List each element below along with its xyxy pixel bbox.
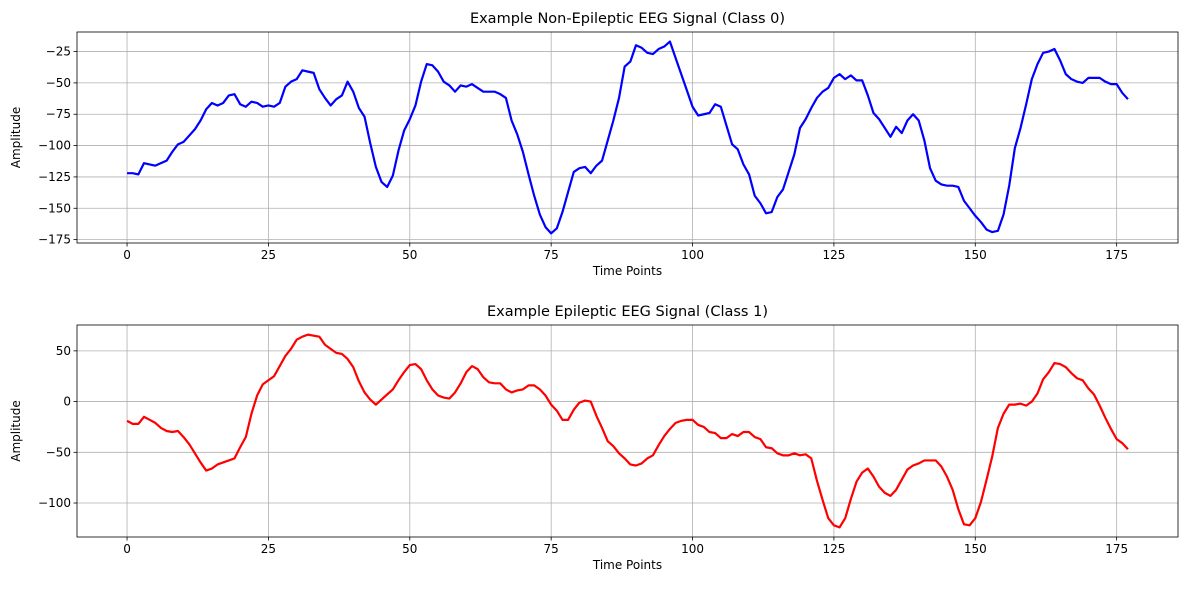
x-axis-label: Time Points xyxy=(592,264,662,278)
y-tick-label: −75 xyxy=(46,107,71,121)
y-axis-label: Amplitude xyxy=(9,400,23,462)
x-tick-label: 50 xyxy=(402,248,417,262)
y-tick-label: −100 xyxy=(38,139,71,153)
y-tick-label: −50 xyxy=(46,76,71,90)
x-tick-label: 75 xyxy=(544,542,559,556)
y-tick-label: −100 xyxy=(38,496,71,510)
x-tick-label: 175 xyxy=(1105,542,1128,556)
data-line xyxy=(126,333,1129,529)
y-tick-label: −150 xyxy=(38,201,71,215)
x-axis-label: Time Points xyxy=(592,558,662,572)
x-tick-label: 75 xyxy=(544,248,559,262)
x-tick-label: 25 xyxy=(261,248,276,262)
axes-frame xyxy=(76,31,1179,244)
x-tick-label: 100 xyxy=(681,542,704,556)
chart-title: Example Non-Epileptic EEG Signal (Class … xyxy=(470,11,785,27)
y-axis-label: Amplitude xyxy=(9,107,23,169)
x-tick-label: 150 xyxy=(964,542,987,556)
x-tick-label: 175 xyxy=(1105,248,1128,262)
y-tick-label: −50 xyxy=(46,445,71,459)
axes-frame xyxy=(76,324,1179,538)
x-tick-label: 150 xyxy=(964,248,987,262)
x-tick-label: 125 xyxy=(822,542,845,556)
y-tick-label: −25 xyxy=(46,45,71,59)
x-tick-label: 100 xyxy=(681,248,704,262)
y-tick-label: −125 xyxy=(38,170,71,184)
y-tick-label: −175 xyxy=(38,233,71,247)
y-tick-label: 50 xyxy=(56,344,71,358)
chart-title: Example Epileptic EEG Signal (Class 1) xyxy=(487,304,768,320)
data-line xyxy=(127,40,1129,235)
x-tick-label: 0 xyxy=(123,248,131,262)
y-tick-label: 0 xyxy=(63,395,71,409)
x-tick-label: 50 xyxy=(402,542,417,556)
x-tick-label: 125 xyxy=(822,248,845,262)
x-tick-label: 25 xyxy=(261,542,276,556)
x-tick-label: 0 xyxy=(123,542,131,556)
